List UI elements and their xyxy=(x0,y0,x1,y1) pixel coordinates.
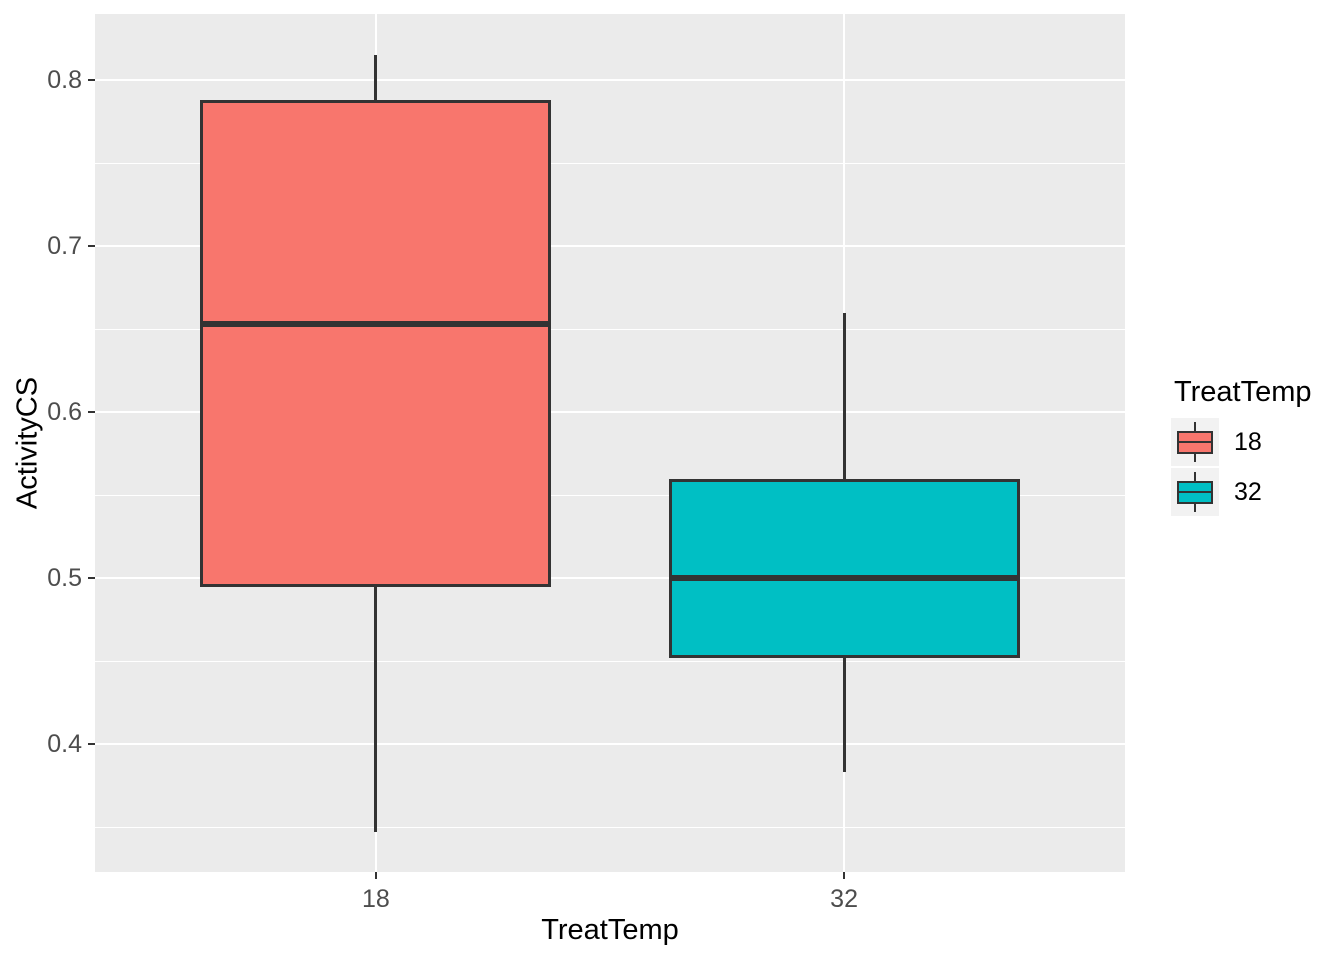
x-tick-label: 18 xyxy=(362,885,390,913)
box-32 xyxy=(668,478,1020,658)
plot-panel xyxy=(95,14,1125,872)
legend-label: 32 xyxy=(1234,477,1262,506)
lower-whisker xyxy=(842,657,846,773)
upper-whisker xyxy=(842,312,846,479)
y-tick-mark xyxy=(88,245,95,248)
x-tick-mark xyxy=(374,872,377,879)
legend-key xyxy=(1171,468,1219,516)
minor-gridline xyxy=(95,660,1125,662)
major-gridline xyxy=(95,245,1125,248)
upper-whisker xyxy=(374,55,378,101)
legend-entries: 18 32 xyxy=(1171,418,1312,516)
major-gridline xyxy=(95,79,1125,82)
y-tick-label: 0.6 xyxy=(47,398,82,427)
x-tick-label: 32 xyxy=(830,885,858,913)
minor-gridline xyxy=(95,494,1125,496)
legend-key-median-icon xyxy=(1177,441,1213,443)
y-tick-label: 0.8 xyxy=(47,66,82,95)
legend-label: 18 xyxy=(1234,427,1262,456)
box-18 xyxy=(200,100,552,587)
y-tick-label: 0.4 xyxy=(47,730,82,759)
y-tick-mark xyxy=(88,743,95,746)
legend-entry: 32 xyxy=(1171,468,1312,516)
median-line xyxy=(668,575,1020,582)
minor-gridline xyxy=(95,826,1125,828)
minor-gridline xyxy=(95,328,1125,330)
y-tick-label: 0.5 xyxy=(47,564,82,593)
y-tick-label: 0.7 xyxy=(47,232,82,261)
y-tick-mark xyxy=(88,79,95,82)
median-line xyxy=(200,321,552,328)
legend-entry: 18 xyxy=(1171,418,1312,466)
lower-whisker xyxy=(374,586,378,833)
legend-key xyxy=(1171,418,1219,466)
y-axis-title: ActivityCS xyxy=(11,376,44,510)
x-axis-title: TreatTemp xyxy=(541,914,679,946)
major-gridline xyxy=(95,411,1125,414)
minor-gridline xyxy=(95,162,1125,164)
x-tick-mark xyxy=(843,872,846,879)
legend-key-median-icon xyxy=(1177,491,1213,493)
major-gridline xyxy=(95,743,1125,746)
legend: TreatTemp 18 32 xyxy=(1171,376,1312,518)
y-tick-mark xyxy=(88,411,95,414)
y-tick-mark xyxy=(88,577,95,580)
legend-title: TreatTemp xyxy=(1174,376,1312,408)
major-gridline xyxy=(95,577,1125,580)
